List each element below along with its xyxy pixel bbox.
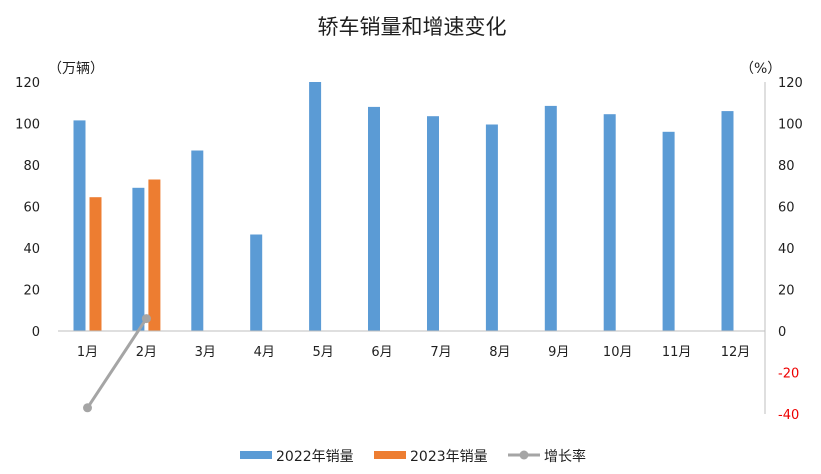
bars-layer [73,82,734,332]
bar [721,111,734,331]
bar [662,131,675,331]
category-label: 2月 [136,345,157,360]
category-label: 3月 [195,345,216,360]
bar [603,114,616,331]
right-tick-label: 40 [778,242,795,257]
category-label: 4月 [254,345,275,360]
legend-marker [519,450,529,460]
growth-rate-point [83,403,92,413]
left-axis-unit: （万辆） [48,61,104,77]
category-label: 10月 [603,345,633,360]
growth-rate-line [86,317,148,409]
bar [191,150,204,331]
left-tick-label: 60 [23,201,40,216]
left-tick-label: 0 [32,325,40,340]
bar [132,187,145,331]
right-tick-label: -40 [778,408,799,423]
bar [485,124,498,331]
right-tick-label: 80 [778,159,795,174]
legend: 2022年销量 2023年销量 增长率 [240,448,586,465]
category-label: 12月 [721,345,751,360]
legend-label: 2023年销量 [410,449,488,465]
legend-label: 增长率 [544,448,586,465]
right-tick-label: 20 [778,284,795,299]
category-label: 6月 [371,345,392,360]
right-tick-label: 0 [778,325,786,340]
right-axis-unit: （%） [740,61,781,77]
left-tick-label: 100 [15,118,40,133]
left-tick-label: 80 [23,159,40,174]
category-label: 5月 [312,345,333,360]
left-axis-ticks: 0 20 40 60 80 100 120 [15,76,40,340]
right-tick-label: 100 [778,118,803,133]
right-tick-label: 60 [778,201,795,216]
legend-swatch [240,451,272,459]
legend-swatch [374,451,406,459]
growth-rate-point [141,314,151,324]
category-label: 1月 [77,345,98,360]
right-tick-label: 120 [778,76,803,91]
left-tick-label: 40 [23,242,40,257]
category-label: 8月 [489,345,510,360]
right-axis-ticks: -40 -20 0 20 40 60 80 100 120 [778,76,803,423]
legend-label: 2022年销量 [276,449,354,465]
category-labels: 1月 2月 3月 4月 5月 6月 7月 8月 9月 10月 11月 12月 [77,345,750,360]
right-tick-label: -20 [778,367,799,382]
chart-title: 轿车销量和增速变化 [318,15,507,39]
growth-line-layer [83,314,151,413]
bar [427,116,439,331]
left-tick-label: 120 [15,76,40,91]
category-label: 7月 [430,345,451,360]
bar [89,197,102,331]
category-label: 9月 [548,345,569,360]
category-label: 11月 [662,345,692,360]
left-tick-label: 20 [23,284,40,299]
bar [73,120,86,332]
bar [250,234,263,331]
bar [368,106,380,332]
bar [309,82,322,331]
bar [544,105,557,332]
bar [148,179,161,331]
